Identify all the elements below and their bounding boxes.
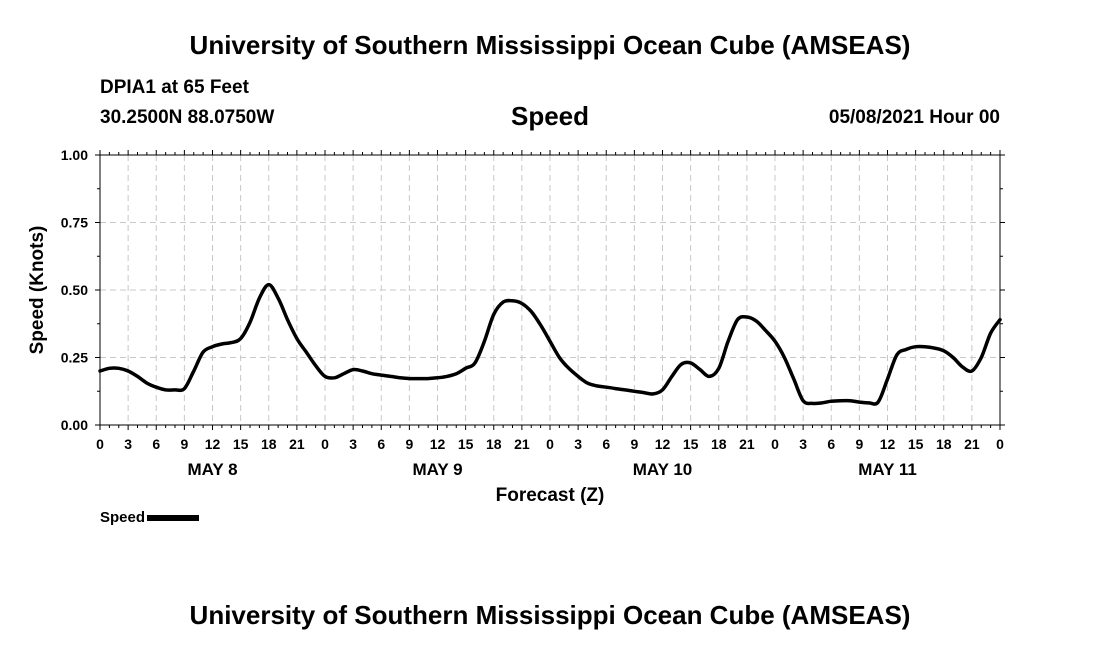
x-tick-label: 12 [655, 436, 671, 452]
y-tick-label: 0.25 [61, 350, 88, 366]
x-tick-label: 6 [152, 436, 160, 452]
x-tick-label: 21 [964, 436, 980, 452]
variable-title: Speed [510, 101, 590, 131]
x-tick-label: 3 [799, 436, 807, 452]
day-label: MAY 8 [187, 460, 237, 479]
y-tick-label: 0.75 [61, 215, 88, 231]
x-tick-label: 12 [205, 436, 221, 452]
x-tick-label: 3 [124, 436, 132, 452]
tick-marks [95, 150, 1005, 430]
x-tick-label: 15 [233, 436, 249, 452]
station-label: DPIA1 at 65 Feet [100, 77, 249, 98]
y-axis-title: Speed (Knots) [27, 226, 48, 355]
x-tick-label: 6 [602, 436, 610, 452]
x-tick-label: 9 [855, 436, 863, 452]
x-tick-label: 9 [180, 436, 188, 452]
x-tick-label: 6 [827, 436, 835, 452]
x-tick-label: 12 [880, 436, 896, 452]
legend-swatch [147, 515, 200, 522]
x-tick-label: 15 [908, 436, 924, 452]
x-tick-label: 0 [321, 436, 329, 452]
x-tick-label: 21 [739, 436, 755, 452]
legend-label: Speed [100, 509, 146, 526]
series-layer [98, 282, 1002, 406]
x-tick-label: 0 [771, 436, 779, 452]
x-tick-label: 18 [486, 436, 502, 452]
x-tick-label: 0 [996, 436, 1004, 452]
tick-labels: 0 3 6 9 12 15 18 21 0 3 6 9 12 15 18 21 0 3 6 9 12 15 18 21 0 3 6 9… [27, 147, 1004, 506]
x-tick-label: 15 [683, 436, 699, 452]
y-tick-label: 1.00 [61, 147, 88, 163]
x-tick-label: 12 [430, 436, 446, 452]
chart-title-top: University of Southern Mississippi Ocean… [189, 30, 911, 60]
x-tick-label: 18 [261, 436, 277, 452]
x-tick-label: 21 [514, 436, 530, 452]
x-tick-label: 15 [458, 436, 474, 452]
coordinates-label: 30.2500N 88.0750W [100, 107, 275, 128]
series-line-speed [98, 282, 1002, 406]
x-tick-label: 9 [405, 436, 413, 452]
y-tick-label: 0.50 [61, 282, 88, 298]
grid-lines [100, 155, 1000, 425]
x-tick-label: 21 [289, 436, 305, 452]
x-axis-title: Forecast (Z) [496, 485, 605, 506]
x-tick-label: 0 [96, 436, 104, 452]
chart-title-bottom: University of Southern Mississippi Ocean… [189, 600, 911, 630]
x-tick-label: 6 [377, 436, 385, 452]
legend: Speed [100, 509, 200, 526]
x-tick-label: 18 [711, 436, 727, 452]
day-label: MAY 10 [633, 460, 693, 479]
x-tick-label: 9 [630, 436, 638, 452]
x-tick-label: 3 [349, 436, 357, 452]
x-tick-label: 3 [574, 436, 582, 452]
forecast-datetime: 05/08/2021 Hour 00 [828, 107, 1000, 128]
day-label: MAY 11 [858, 460, 917, 479]
y-tick-label: 0.00 [61, 417, 88, 433]
x-tick-label: 18 [936, 436, 952, 452]
x-tick-label: 0 [546, 436, 554, 452]
day-label: MAY 9 [412, 460, 462, 479]
